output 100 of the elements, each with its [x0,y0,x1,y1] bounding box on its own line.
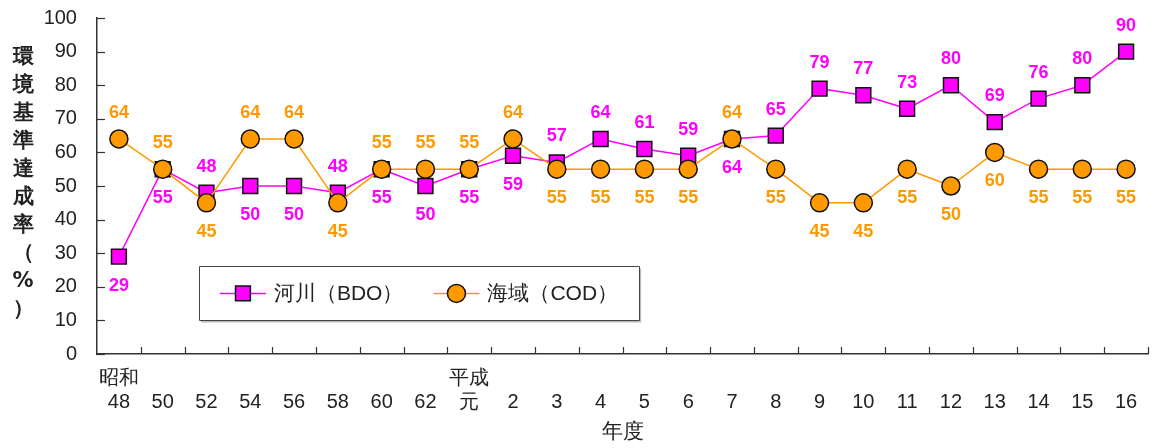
point [1028,159,1049,179]
y-tick-label: 50 [54,173,77,196]
y-tick-label: 60 [54,139,77,162]
data-label: 55 [1116,187,1137,208]
point [1074,77,1091,94]
point [592,130,609,148]
data-label: 80 [1072,48,1093,69]
point [766,159,786,179]
data-label: 64 [721,101,742,122]
y-tick-label: 80 [54,72,77,95]
data-label: 55 [678,187,699,208]
data-label: 55 [152,132,173,153]
x-tick-label: 平成元 [449,365,490,412]
x-tick-label: 60 [370,389,393,412]
data-label: 48 [196,155,217,176]
x-tick-label: 16 [1114,389,1138,412]
data-label: 45 [853,220,874,241]
data-label: 55 [371,132,392,153]
data-label: 50 [240,203,261,224]
data-label: 55 [371,187,392,208]
data-label: 45 [196,220,217,241]
data-label: 57 [546,125,567,146]
data-label: 73 [897,71,918,92]
data-label: 64 [503,101,524,122]
y-tick-label: 90 [54,39,77,62]
data-label: 55 [415,132,436,153]
y-tick-label: 40 [54,207,77,230]
point [1117,43,1135,60]
y-tick-label: 100 [43,5,77,28]
data-label: 55 [590,187,611,208]
point [809,193,830,213]
data-label: 61 [634,112,655,133]
data-label: 55 [546,187,567,208]
x-tick-label: 13 [983,389,1006,412]
x-tick-label: 11 [896,389,918,412]
legend-label: 海域（COD） [487,281,619,305]
point [897,159,917,179]
data-label: 69 [984,85,1005,106]
data-label: 45 [327,220,348,241]
data-label: 60 [984,170,1005,191]
point [110,248,128,265]
y-tick-label: 70 [54,106,77,129]
point [898,100,916,117]
y-tick-label: 30 [54,240,77,263]
data-label: 59 [503,173,524,194]
point [942,77,960,94]
data-label: 55 [152,187,173,208]
point [504,147,522,164]
point [417,177,434,195]
point [109,129,129,149]
x-tick-label: 6 [682,389,694,412]
data-label: 65 [765,98,786,119]
point [1072,159,1093,179]
data-label: 76 [1028,61,1049,82]
point [941,176,961,196]
point [678,159,698,179]
legend-label: 河川（BDO） [273,281,404,305]
x-tick-label: 5 [638,389,650,412]
x-tick-label: 62 [414,389,437,412]
data-label: 79 [809,51,830,72]
y-tick-label: 20 [54,274,77,297]
data-label: 77 [853,58,874,79]
x-tick-label: 昭和48 [98,365,139,412]
point [634,159,655,179]
data-label: 59 [678,118,699,139]
y-tick-label: 10 [54,307,77,330]
data-label: 64 [721,156,742,177]
data-label: 50 [415,203,436,224]
x-tick-label: 2 [507,389,519,412]
x-tick-label: 7 [726,389,738,412]
data-label: 55 [1072,187,1093,208]
x-tick-label: 56 [282,389,306,412]
point [853,193,874,213]
data-label: 80 [940,48,961,69]
x-tick-label: 4 [595,389,607,412]
point [767,127,784,144]
point [285,177,303,195]
x-tick-label: 14 [1027,389,1050,412]
data-label: 55 [765,187,786,208]
x-tick-label: 15 [1071,389,1094,412]
data-label: 55 [634,187,655,208]
data-label: 64 [590,101,611,122]
point [636,140,653,158]
x-tick-label: 3 [551,389,563,412]
data-label: 64 [284,101,305,122]
point [547,159,567,179]
point [986,113,1003,131]
data-label: 50 [284,203,305,224]
data-label: 64 [108,101,129,122]
data-label: 90 [1116,14,1137,35]
data-label: 45 [809,220,830,241]
data-label: 55 [1028,187,1049,208]
data-label: 48 [327,155,348,176]
point [242,177,259,195]
x-tick-label: 9 [814,389,826,412]
data-label: 64 [240,101,261,122]
data-label: 55 [459,132,480,153]
x-tick-label: 12 [939,389,963,412]
point [811,80,828,97]
point [503,129,523,149]
